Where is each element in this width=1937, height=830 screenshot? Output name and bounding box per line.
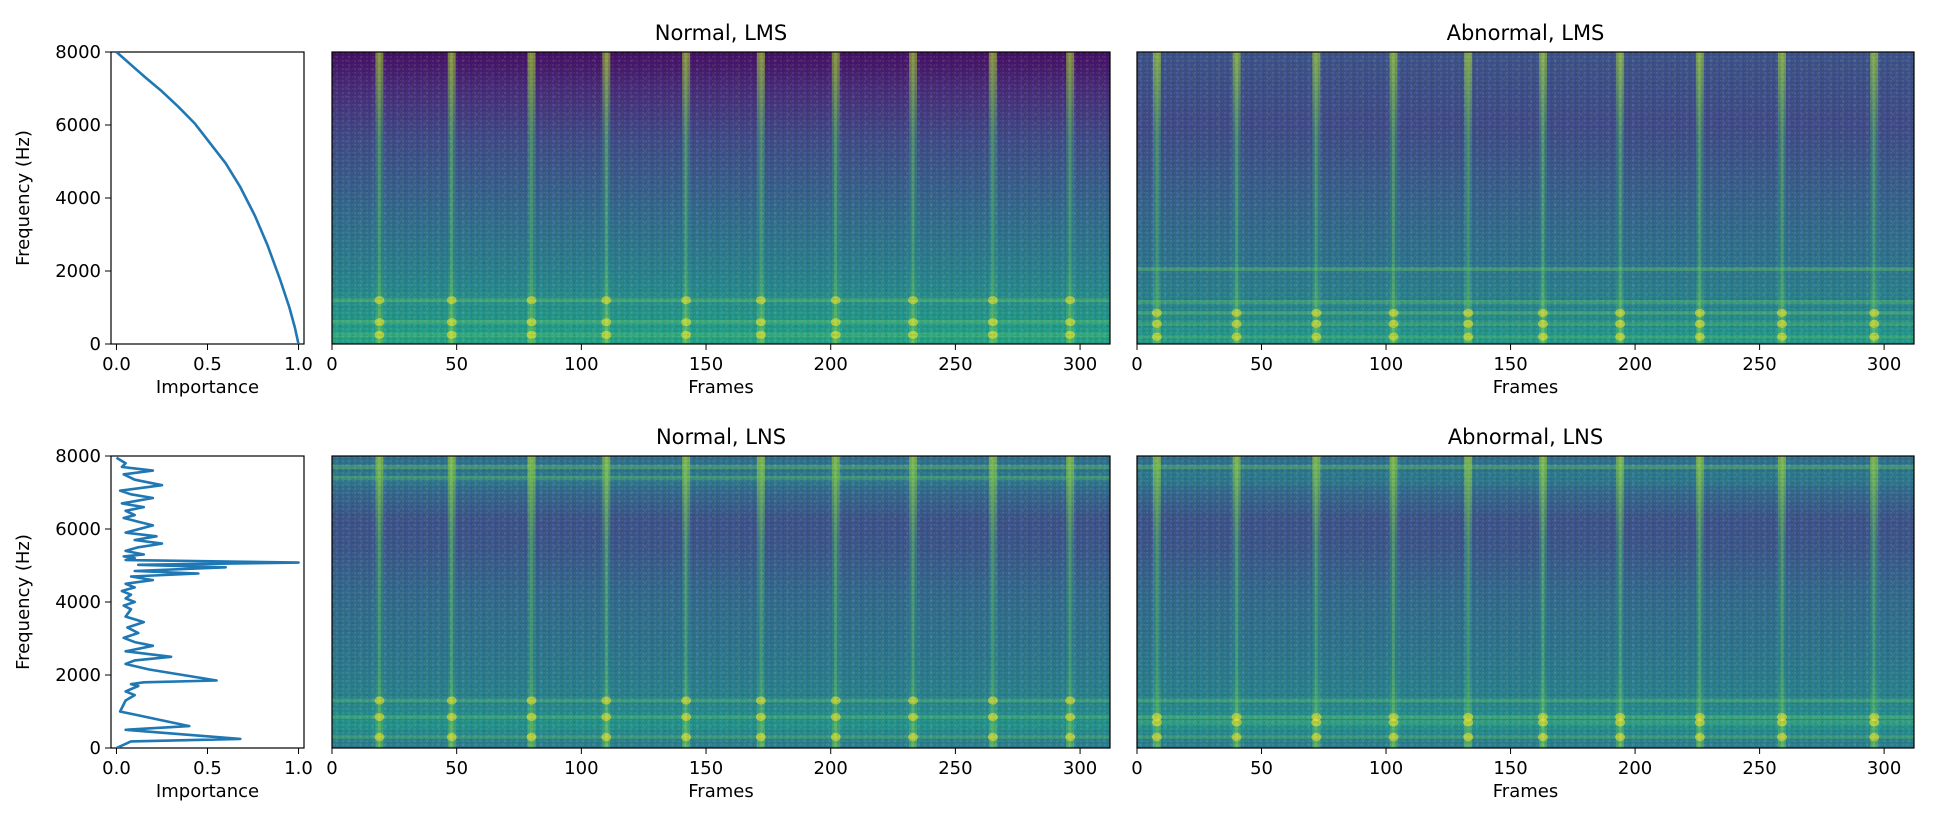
texture-fine: [1137, 52, 1914, 344]
x-tick-label: 0: [1131, 758, 1142, 779]
x-axis-label: Frames: [1493, 377, 1558, 398]
x-tick-label: 0: [326, 354, 337, 375]
x-axis-label: Importance: [156, 781, 259, 802]
x-tick-label: 250: [1742, 354, 1776, 375]
panel-title: Abnormal, LNS: [1448, 425, 1603, 449]
spectrogram: [1137, 456, 1914, 748]
axes-frame: [110, 51, 305, 345]
x-tick-label: 300: [1063, 758, 1097, 779]
y-tick-label: 2000: [55, 261, 101, 282]
x-tick-label: 300: [1867, 354, 1901, 375]
x-tick-label: 0.5: [193, 758, 222, 779]
x-tick-label: 0: [1131, 354, 1142, 375]
x-tick-label: 250: [938, 354, 972, 375]
spectrogram: [332, 52, 1110, 344]
spectrogram: [332, 456, 1110, 748]
x-tick-label: 50: [445, 758, 468, 779]
x-tick-label: 0: [326, 758, 337, 779]
x-tick-label: 1.0: [284, 758, 313, 779]
x-tick-label: 150: [1493, 354, 1527, 375]
x-tick-label: 200: [1618, 354, 1652, 375]
x-tick-label: 200: [814, 758, 848, 779]
x-tick-label: 100: [564, 758, 598, 779]
x-axis-label: Importance: [156, 377, 259, 398]
axes-frame: [331, 455, 1111, 749]
y-tick-label: 4000: [55, 592, 101, 613]
panel-title: Normal, LNS: [656, 425, 786, 449]
x-axis-label: Frames: [1493, 781, 1558, 802]
texture-fine: [332, 52, 1110, 344]
x-axis-label: Frames: [688, 377, 753, 398]
x-tick-label: 300: [1063, 354, 1097, 375]
y-tick-label: 4000: [55, 188, 101, 209]
x-tick-label: 0.0: [102, 354, 131, 375]
x-tick-label: 150: [1493, 758, 1527, 779]
x-tick-label: 150: [689, 354, 723, 375]
panel-normal-lms: 0 50 100 150 200 250 300 Frames Normal, LMS: [326, 21, 1111, 398]
y-tick-label: 8000: [55, 42, 101, 63]
x-axis-label: Frames: [688, 781, 753, 802]
x-tick-label: 1.0: [284, 354, 313, 375]
x-tick-label: 50: [445, 354, 468, 375]
panel-abnormal-lns: 0 50 100 150 200 250 300 Frames Abnormal, LNS: [1131, 425, 1915, 802]
texture-fine: [332, 456, 1110, 748]
x-tick-label: 100: [1369, 354, 1403, 375]
panel-importance-lms: 0.0 0.5 1.0 0 2000 4000 6000 8000 Importance Freq…: [13, 42, 313, 398]
axes-frame: [1136, 51, 1915, 345]
x-tick-label: 100: [564, 354, 598, 375]
y-tick-label: 2000: [55, 665, 101, 686]
y-tick-label: 0: [90, 334, 101, 355]
x-tick-label: 250: [938, 758, 972, 779]
x-tick-label: 0.0: [102, 758, 131, 779]
y-axis-label: Frequency (Hz): [13, 130, 34, 266]
y-tick-label: 8000: [55, 446, 101, 467]
x-tick-label: 0.5: [193, 354, 222, 375]
y-axis-label: Frequency (Hz): [13, 534, 34, 670]
importance-curve: [115, 52, 300, 344]
x-tick-label: 50: [1250, 758, 1273, 779]
x-tick-label: 100: [1369, 758, 1403, 779]
panel-title: Normal, LMS: [655, 21, 787, 45]
spectrogram: [1137, 52, 1914, 344]
panel-title: Abnormal, LMS: [1447, 21, 1605, 45]
panel-importance-lns: 0.0 0.5 1.0 0 2000 4000 6000 8000 Importance Freq…: [13, 446, 313, 802]
panel-normal-lns: 0 50 100 150 200 250 300 Frames Normal, LNS: [326, 425, 1111, 802]
axes-frame: [331, 51, 1111, 345]
x-tick-label: 250: [1742, 758, 1776, 779]
texture-fine: [1137, 456, 1914, 748]
x-tick-label: 300: [1867, 758, 1901, 779]
panel-abnormal-lms: 0 50 100 150 200 250 300 Frames Abnormal, LMS: [1131, 21, 1915, 398]
axes-frame: [1136, 455, 1915, 749]
y-tick-label: 0: [90, 738, 101, 759]
x-tick-label: 200: [814, 354, 848, 375]
importance-curve: [115, 456, 300, 748]
x-tick-label: 200: [1618, 758, 1652, 779]
x-tick-label: 50: [1250, 354, 1273, 375]
y-tick-label: 6000: [55, 519, 101, 540]
y-tick-label: 6000: [55, 115, 101, 136]
x-tick-label: 150: [689, 758, 723, 779]
